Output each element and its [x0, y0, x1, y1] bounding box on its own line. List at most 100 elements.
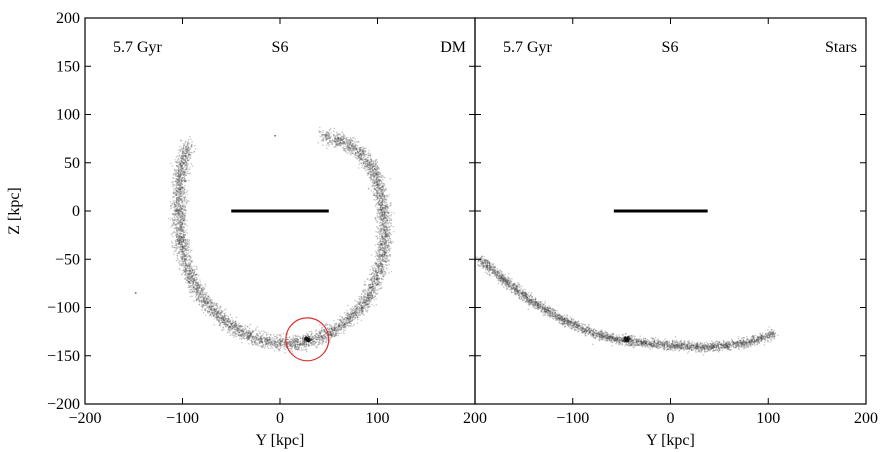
particle	[176, 209, 179, 211]
particle	[339, 325, 341, 328]
particle	[178, 197, 180, 199]
particle	[180, 147, 183, 150]
particle	[189, 148, 192, 150]
particle	[176, 210, 178, 212]
particle	[175, 236, 178, 239]
particle	[387, 248, 390, 251]
particle	[210, 302, 213, 305]
particle	[184, 156, 187, 159]
particle	[305, 343, 308, 346]
particle	[182, 155, 184, 158]
particle	[202, 295, 205, 298]
particle	[190, 146, 192, 148]
particle	[233, 326, 235, 329]
particle	[186, 155, 189, 158]
particle	[196, 278, 198, 281]
particle	[329, 338, 332, 340]
particle	[180, 167, 182, 170]
particle	[183, 180, 186, 183]
particle	[283, 341, 285, 344]
particle	[178, 167, 180, 169]
particle	[171, 245, 174, 247]
particle	[375, 258, 378, 260]
particle	[385, 239, 388, 242]
particle	[368, 273, 371, 276]
particle	[339, 319, 342, 322]
particle	[182, 263, 185, 265]
particle	[186, 167, 188, 169]
particle	[363, 283, 365, 286]
particle	[324, 335, 326, 338]
particle	[170, 226, 172, 228]
particle	[184, 154, 187, 157]
particle	[182, 147, 184, 150]
particle	[190, 284, 192, 287]
particle	[179, 186, 182, 188]
particle	[190, 145, 193, 147]
particle	[183, 152, 185, 154]
particle	[384, 272, 387, 275]
particle	[382, 238, 384, 240]
particle	[380, 180, 383, 183]
particle	[282, 338, 285, 340]
particle	[378, 175, 380, 178]
particle	[178, 197, 180, 199]
particle	[185, 148, 187, 151]
particle	[187, 140, 190, 143]
particle	[179, 225, 181, 228]
particle	[300, 349, 303, 352]
particle	[186, 190, 189, 192]
particle	[177, 184, 180, 186]
particle	[178, 174, 181, 176]
particle	[180, 193, 182, 195]
particle	[175, 242, 177, 244]
particle	[184, 141, 186, 144]
particle	[178, 208, 180, 210]
particle	[376, 278, 379, 281]
particle	[383, 242, 386, 244]
particle	[179, 149, 181, 152]
particle	[178, 210, 180, 213]
particle	[190, 145, 193, 148]
particle	[244, 324, 247, 327]
particle	[393, 212, 396, 214]
particle	[178, 177, 180, 180]
particle	[328, 328, 330, 331]
particle	[184, 154, 186, 157]
particle	[173, 199, 175, 202]
particle	[177, 177, 180, 180]
particle	[182, 220, 184, 222]
particle	[178, 206, 180, 209]
particle	[181, 151, 184, 153]
particle	[382, 231, 385, 234]
particle	[360, 293, 363, 295]
particle	[183, 163, 185, 165]
particle	[351, 306, 354, 308]
particle	[175, 170, 177, 173]
particle	[386, 236, 388, 238]
particle	[271, 337, 274, 339]
particle	[179, 168, 182, 170]
particle	[301, 342, 304, 345]
particle	[179, 195, 181, 198]
particle	[175, 187, 177, 190]
particle	[188, 261, 190, 264]
particle	[175, 216, 178, 218]
particle	[187, 154, 190, 156]
particle	[379, 269, 382, 272]
particle	[175, 259, 178, 262]
particle	[173, 221, 176, 224]
particle	[183, 192, 185, 195]
particle	[186, 224, 188, 227]
particle	[178, 155, 180, 157]
particle	[377, 260, 379, 263]
particle	[384, 223, 387, 225]
particle	[182, 161, 185, 164]
particle	[181, 205, 184, 208]
particle	[383, 216, 386, 218]
particle	[344, 323, 347, 326]
particle	[313, 337, 316, 340]
particle	[178, 184, 180, 187]
particle	[177, 227, 180, 229]
particle	[176, 255, 179, 257]
